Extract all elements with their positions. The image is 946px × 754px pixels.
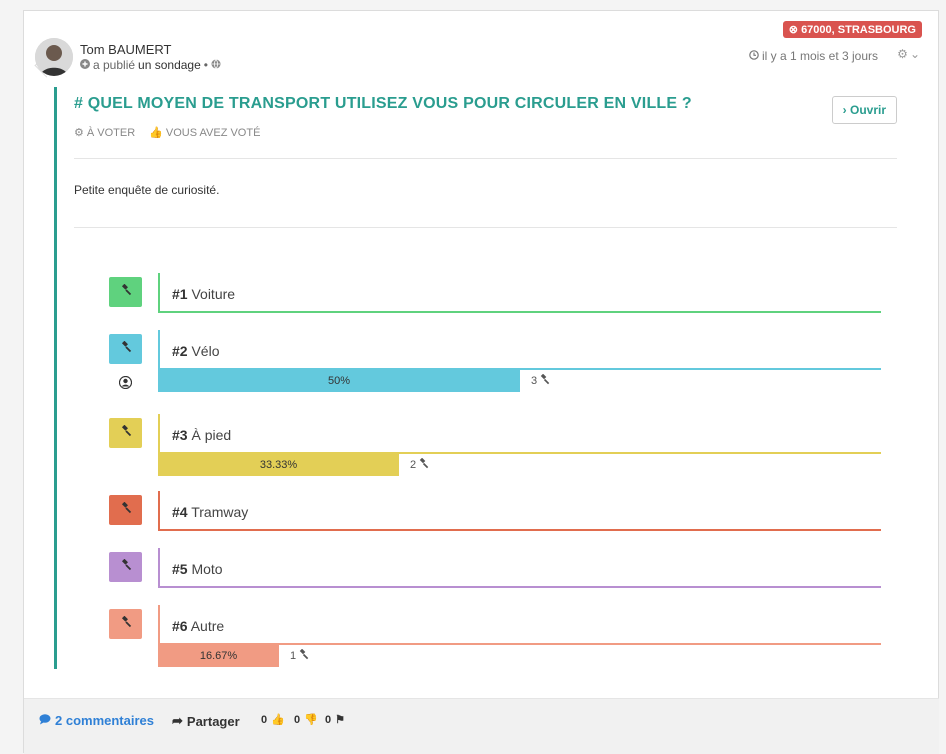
post-footer: 2 commentaires ➦ Partager 0 👍 0 👎 0 ⚑ bbox=[24, 698, 939, 754]
vote-count: 3 bbox=[531, 373, 550, 388]
option-label: #4 Tramway bbox=[172, 504, 249, 520]
thumbs-down-icon: 👎 bbox=[304, 714, 318, 726]
share-icon: ➦ bbox=[172, 713, 183, 728]
vote-button[interactable] bbox=[109, 418, 142, 448]
divider bbox=[74, 227, 897, 228]
comments-link[interactable]: 2 commentaires bbox=[39, 713, 154, 728]
gavel-icon bbox=[120, 283, 132, 301]
divider bbox=[74, 158, 897, 159]
flag-icon: ⚑ bbox=[335, 714, 345, 726]
author-name[interactable]: Tom BAUMERT bbox=[80, 42, 172, 57]
open-button[interactable]: › Ouvrir bbox=[831, 96, 897, 124]
globe-icon bbox=[211, 58, 221, 72]
vote-button[interactable] bbox=[109, 277, 142, 307]
avatar[interactable] bbox=[35, 38, 73, 76]
gavel-icon bbox=[418, 457, 429, 472]
plus-circle-icon bbox=[80, 58, 90, 72]
gear-icon: ⚙ bbox=[74, 127, 84, 139]
post-meta: a publié un sondage • bbox=[80, 58, 221, 72]
vote-button[interactable] bbox=[109, 552, 142, 582]
poll-content: # QUEL MOYEN DE TRANSPORT UTILISEZ VOUS … bbox=[54, 87, 897, 669]
clock-icon bbox=[749, 49, 759, 63]
poll-tags: ⚙ À VOTER 👍 VOUS AVEZ VOTÉ bbox=[74, 126, 261, 140]
gavel-icon bbox=[120, 340, 132, 358]
option-label: #5 Moto bbox=[172, 561, 223, 577]
gavel-icon bbox=[539, 373, 550, 388]
share-button[interactable]: ➦ Partager bbox=[172, 713, 240, 729]
user-voted-icon bbox=[118, 375, 133, 394]
option-label: #1 Voiture bbox=[172, 286, 236, 302]
vote-count: 2 bbox=[410, 457, 429, 472]
option-label-box: #6 Autre bbox=[158, 605, 881, 645]
tag-to-vote: ⚙ À VOTER bbox=[74, 126, 136, 140]
vote-button[interactable] bbox=[109, 495, 142, 525]
option-label-box: #1 Voiture bbox=[158, 273, 881, 313]
location-badge[interactable]: ⊗ 67000, STRASBOURG bbox=[782, 21, 922, 38]
flag-button[interactable]: 0 ⚑ bbox=[325, 713, 345, 727]
thumbs-up-icon: 👍 bbox=[271, 714, 285, 726]
poll-description: Petite enquête de curiosité. bbox=[74, 183, 220, 197]
option-label: #3 À pied bbox=[172, 427, 232, 443]
gavel-icon bbox=[298, 648, 309, 663]
option-label: #2 Vélo bbox=[172, 343, 220, 359]
option-label-box: #3 À pied bbox=[158, 414, 881, 454]
vote-count: 1 bbox=[290, 648, 309, 663]
vote-button[interactable] bbox=[109, 334, 142, 364]
gear-icon: ⚙ bbox=[897, 47, 908, 61]
option-label-box: #2 Vélo bbox=[158, 330, 881, 370]
gavel-icon bbox=[120, 615, 132, 633]
poll-title: # QUEL MOYEN DE TRANSPORT UTILISEZ VOUS … bbox=[74, 95, 692, 112]
result-bar: 33.33% bbox=[158, 454, 399, 476]
vote-button[interactable] bbox=[109, 609, 142, 639]
option-label-box: #4 Tramway bbox=[158, 491, 881, 531]
chevron-right-icon: › bbox=[842, 103, 847, 117]
post-time: il y a 1 mois et 3 jours bbox=[749, 49, 878, 63]
gavel-icon bbox=[120, 558, 132, 576]
settings-dropdown[interactable]: ⚙ ⌄ bbox=[897, 47, 920, 61]
chevron-down-icon: ⌄ bbox=[909, 47, 920, 61]
result-bar: 16.67% bbox=[158, 645, 279, 667]
dislike-button[interactable]: 0 👎 bbox=[294, 713, 318, 727]
gavel-icon bbox=[120, 424, 132, 442]
gavel-icon bbox=[120, 501, 132, 519]
location-icon: ⊗ bbox=[788, 24, 798, 36]
poll-link[interactable]: un sondage bbox=[138, 58, 201, 72]
like-button[interactable]: 0 👍 bbox=[261, 713, 285, 727]
result-bar: 50% bbox=[158, 370, 520, 392]
option-label: #6 Autre bbox=[172, 618, 225, 634]
post-card: ⊗ 67000, STRASBOURG Tom BAUMERT a publié… bbox=[23, 10, 939, 753]
comment-icon bbox=[39, 713, 51, 728]
thumbs-up-icon: 👍 bbox=[149, 127, 163, 139]
tag-voted: 👍 VOUS AVEZ VOTÉ bbox=[149, 126, 261, 140]
option-label-box: #5 Moto bbox=[158, 548, 881, 588]
